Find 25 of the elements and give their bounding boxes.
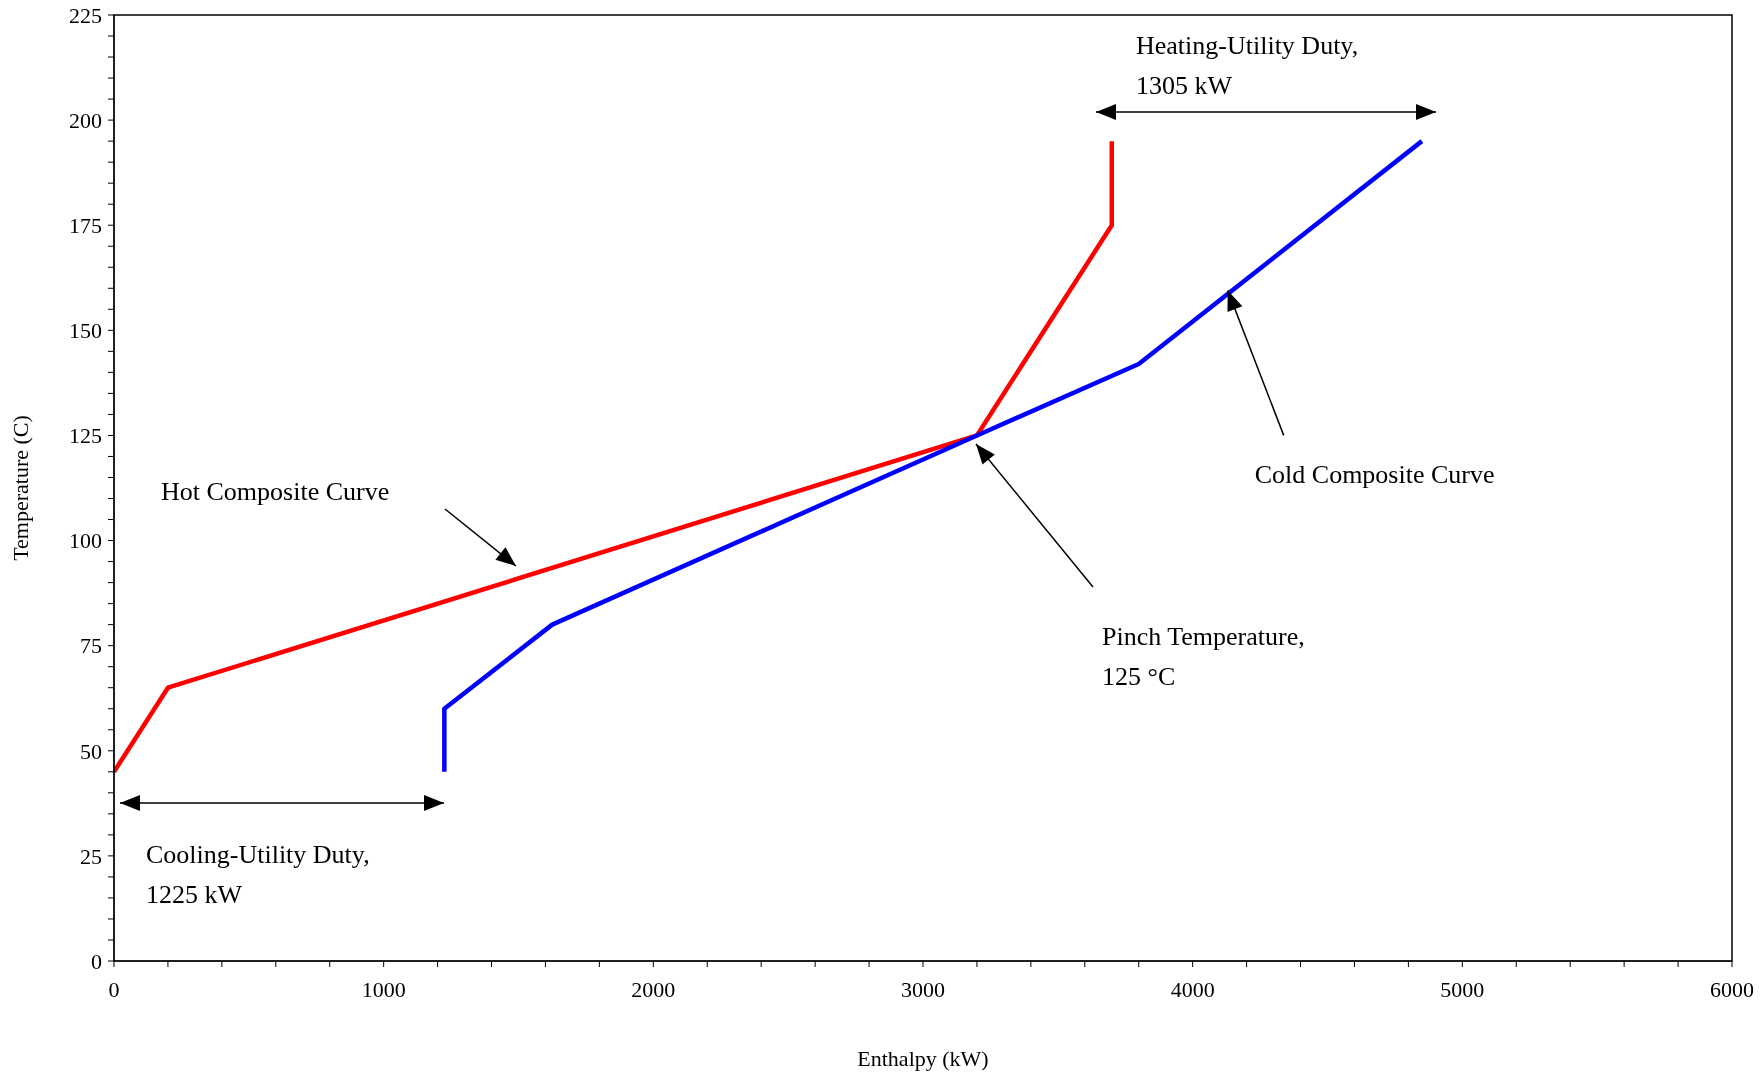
y-tick-label: 75 — [80, 633, 102, 659]
y-axis-title: Temperature (C) — [8, 415, 33, 561]
annotation: Pinch Temperature, 125 °C — [1102, 622, 1305, 691]
x-tick-label: 1000 — [361, 976, 406, 1002]
x-tick-label: 0 — [108, 976, 120, 1002]
annotation: Cold Composite Curve — [1254, 460, 1495, 490]
y-tick-label: 0 — [91, 948, 102, 974]
y-tick-label: 200 — [69, 107, 102, 133]
annotation: Hot Composite Curve — [161, 477, 390, 506]
y-tick-label: 175 — [69, 213, 102, 239]
y-tick-label: 50 — [80, 738, 102, 764]
x-tick-label: 6000 — [1710, 976, 1754, 1002]
line-series — [442, 138, 1425, 775]
x-axis-title: Enthalpy (kW) — [857, 1046, 989, 1071]
y-tick-label: 25 — [80, 843, 102, 869]
x-tick-label: 3000 — [901, 976, 945, 1002]
y-tick-label: 125 — [69, 423, 102, 449]
x-tick-label: 2000 — [631, 976, 676, 1002]
x-tick-label: 4000 — [1170, 976, 1215, 1002]
y-tick-label: 225 — [69, 2, 102, 28]
y-tick-label: 150 — [69, 318, 102, 344]
y-tick-label: 100 — [69, 528, 102, 554]
x-tick-label: 5000 — [1440, 976, 1485, 1002]
annotation: Cooling-Utility Duty, 1225 kW — [146, 840, 370, 909]
annotation: Heating-Utility Duty, 1305 kW — [1136, 31, 1359, 100]
